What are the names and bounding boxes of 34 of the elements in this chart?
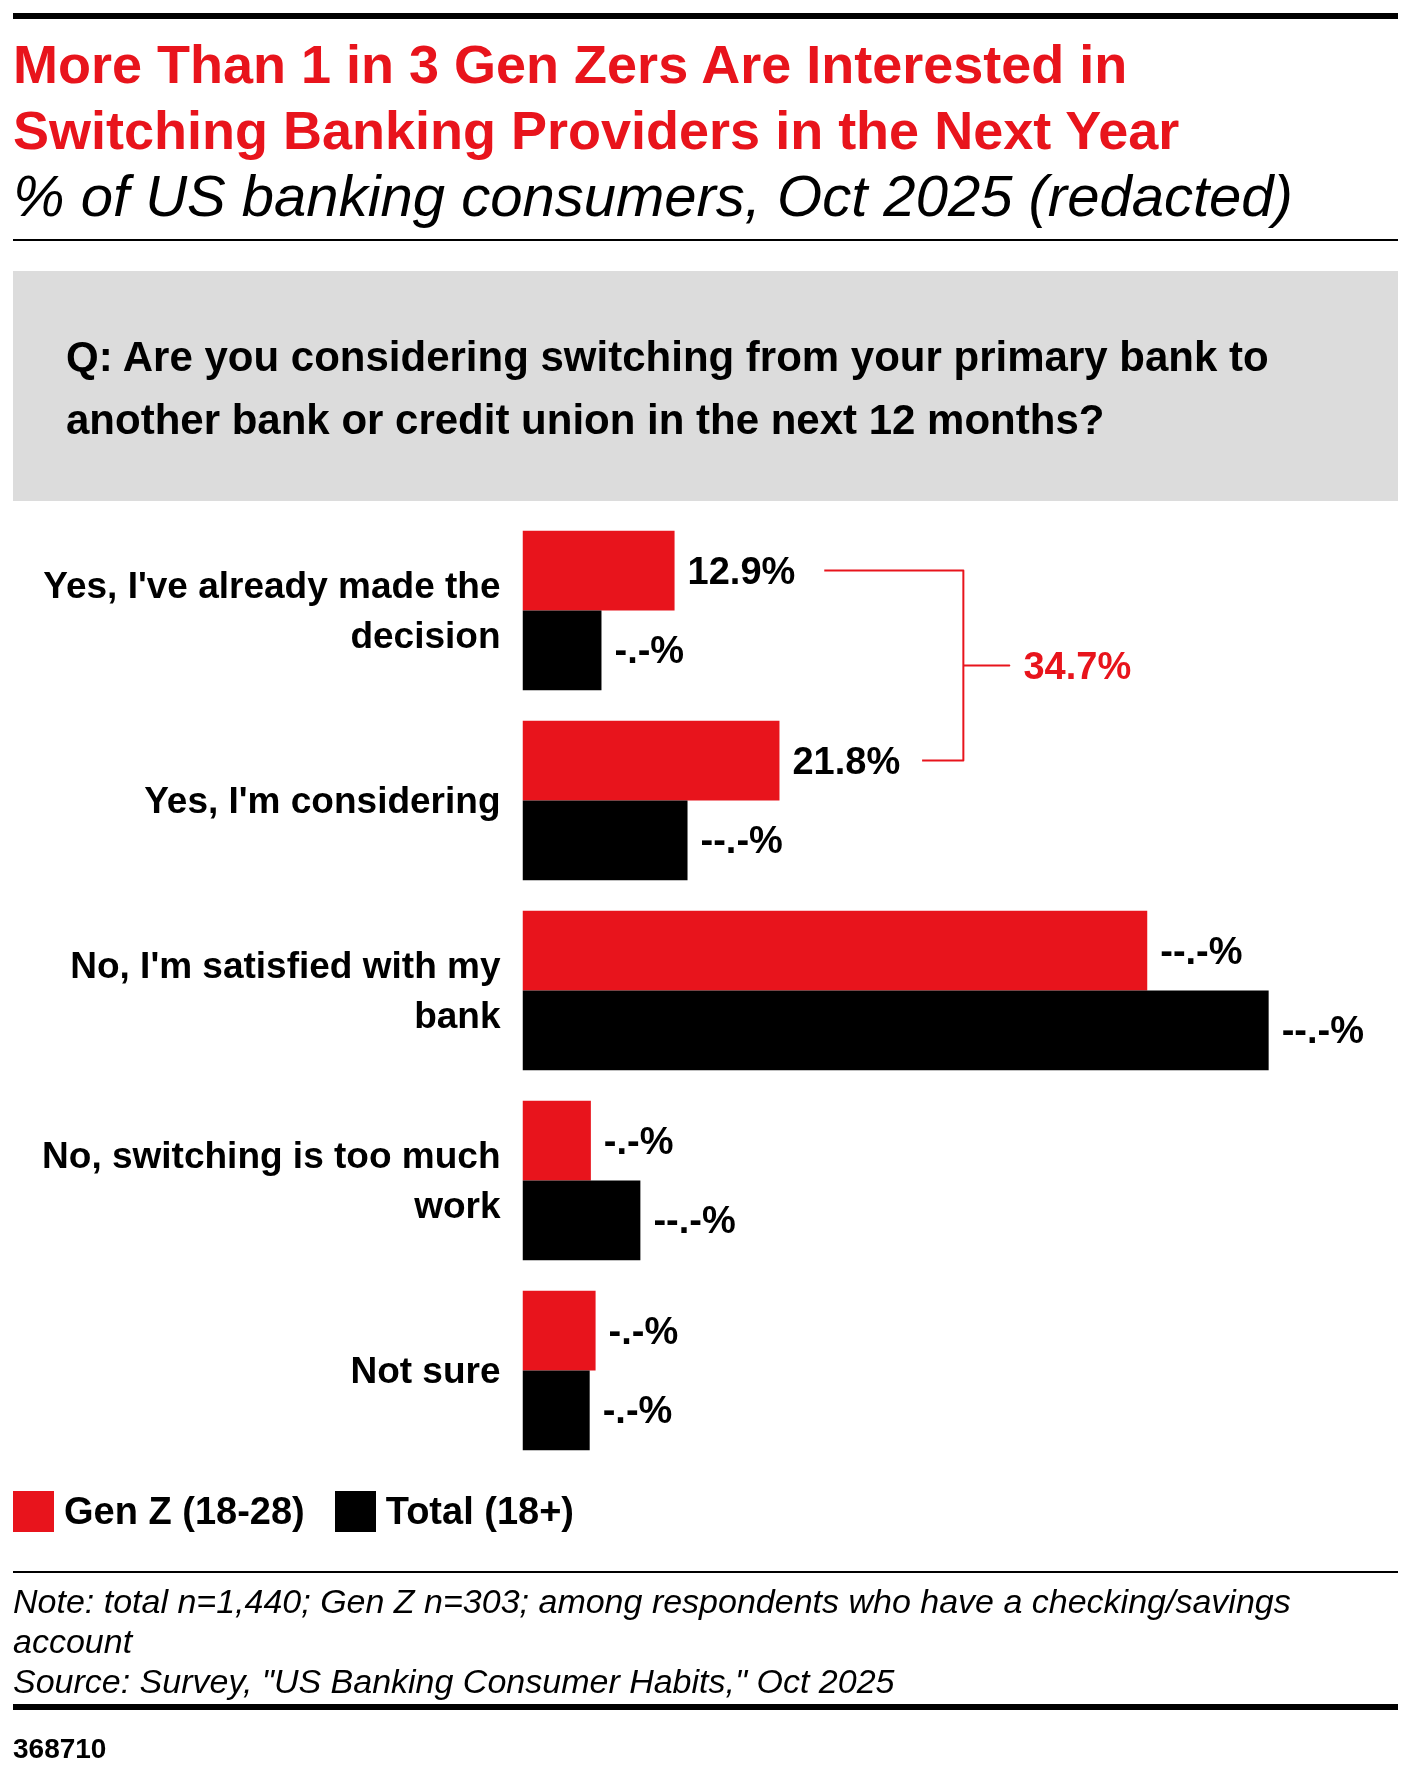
text: Q: Are you considering switching from your primary bank to another bank or credit union in the next 12 months? bbox=[66, 332, 1270, 445]
source-note: Source: Survey, "US Banking Consumer Habits," Oct 2025 bbox=[13, 1661, 896, 1701]
bar bbox=[522, 990, 1269, 1071]
y-tick-label: Yes, I'm considering bbox=[144, 780, 501, 821]
annotation: 34.7% bbox=[1023, 644, 1132, 687]
bar bbox=[522, 530, 675, 611]
bar bbox=[522, 1180, 641, 1261]
data-label: -.-% bbox=[603, 1119, 674, 1162]
legend-label: Gen Z (18-28) bbox=[64, 1491, 305, 1532]
bar bbox=[522, 1290, 596, 1371]
data-label: --.-% bbox=[700, 819, 783, 862]
y-tick-label: Yes, I've already made the decision bbox=[43, 565, 501, 656]
y-tick-label: No, I'm satisfied with my bank bbox=[70, 945, 501, 1036]
y-tick-label: Not sure bbox=[350, 1350, 501, 1391]
y-tick-label: No, switching is too much work bbox=[42, 1135, 501, 1226]
data-label: -.-% bbox=[602, 1389, 673, 1432]
bar bbox=[522, 1100, 591, 1181]
data-label: -.-% bbox=[614, 629, 685, 672]
bar bbox=[522, 910, 1148, 991]
data-label: -.-% bbox=[608, 1309, 679, 1352]
data-label: --.-% bbox=[1281, 1009, 1364, 1052]
bar bbox=[522, 720, 780, 801]
chart-title: More Than 1 in 3 Gen Zers Are Interested in Switching Banking Providers in the Next Year bbox=[13, 33, 1181, 162]
data-label: 21.8% bbox=[792, 739, 901, 782]
data-label: 12.9% bbox=[687, 549, 796, 592]
legend-label: Total (18+) bbox=[385, 1491, 574, 1532]
text: Note: total n=1,440; Gen Z n=303; among respondents who have a checking/savings account bbox=[13, 1581, 1292, 1661]
bar bbox=[522, 800, 688, 881]
text: 368710 bbox=[13, 1733, 107, 1765]
bar bbox=[522, 1370, 590, 1451]
data-label: --.-% bbox=[653, 1199, 736, 1242]
bar bbox=[522, 610, 602, 691]
chart-subtitle: % of US banking consumers, Oct 2025 (redacted) bbox=[13, 163, 1294, 229]
data-label: --.-% bbox=[1160, 929, 1243, 972]
